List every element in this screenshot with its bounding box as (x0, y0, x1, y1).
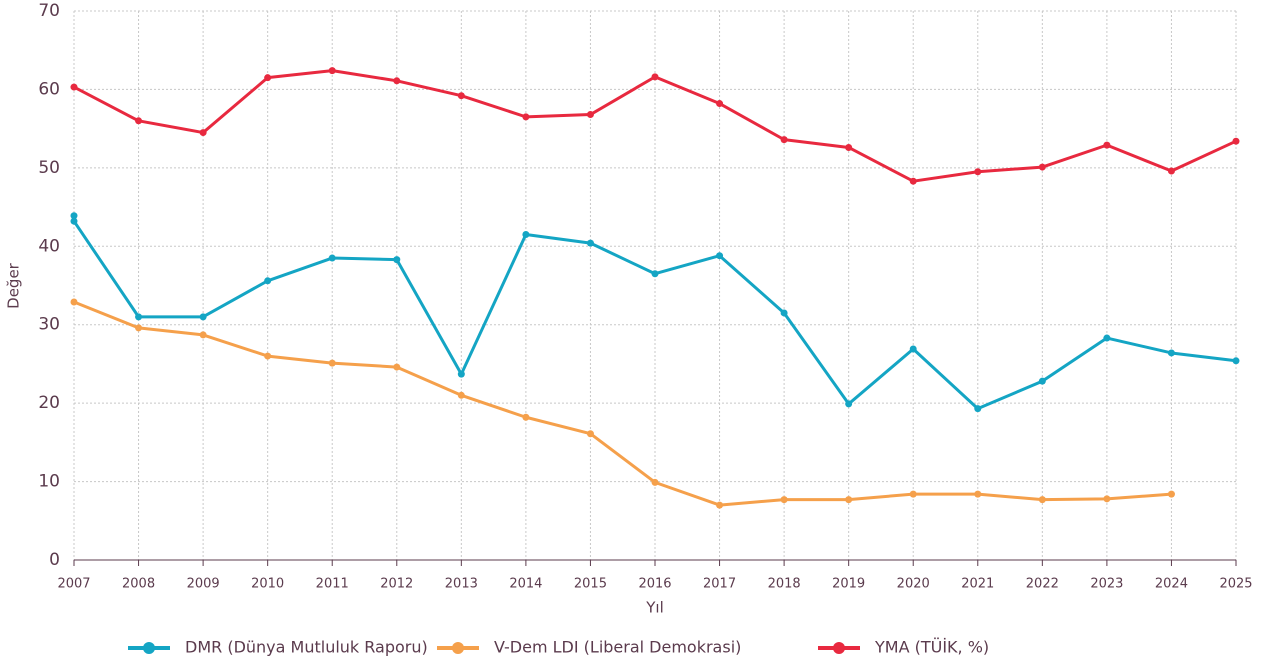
data-point (199, 331, 207, 339)
data-point (651, 478, 659, 486)
y-tick-label: 20 (38, 393, 60, 413)
data-point (780, 136, 788, 144)
x-tick-label: 2011 (316, 577, 349, 592)
data-point (974, 405, 982, 413)
data-point (70, 212, 78, 220)
data-point (1038, 496, 1046, 504)
legend-label: V-Dem LDI (Liberal Demokrasi) (494, 638, 741, 657)
x-tick-label: 2008 (122, 577, 155, 592)
x-tick-label: 2021 (961, 577, 994, 592)
data-point (522, 113, 530, 121)
x-tick-label: 2010 (251, 577, 284, 592)
data-point (328, 67, 336, 75)
y-tick-label: 60 (38, 79, 60, 99)
x-tick-label: 2014 (509, 577, 542, 592)
x-tick-label: 2009 (187, 577, 220, 592)
data-point (1232, 357, 1240, 365)
y-tick-label: 70 (38, 1, 60, 21)
data-point (716, 501, 724, 509)
data-point (651, 73, 659, 81)
data-point (586, 430, 594, 438)
x-tick-label: 2012 (380, 577, 413, 592)
x-tick-label: 2015 (574, 577, 607, 592)
data-point (70, 83, 78, 91)
data-point (780, 496, 788, 504)
data-point (909, 490, 917, 498)
data-point (716, 100, 724, 108)
data-point (780, 309, 788, 317)
data-point (70, 298, 78, 306)
data-point (1167, 167, 1175, 175)
x-tick-label: 2016 (638, 577, 671, 592)
x-tick-label: 2025 (1219, 577, 1252, 592)
data-point (1232, 137, 1240, 145)
y-tick-label: 10 (38, 472, 60, 492)
data-point (264, 74, 272, 82)
data-point (135, 313, 143, 321)
x-tick-label: 2020 (897, 577, 930, 592)
y-axis-label: Değer (5, 262, 23, 309)
data-point (264, 277, 272, 285)
x-tick-label: 2022 (1026, 577, 1059, 592)
legend-marker (452, 642, 464, 654)
data-point (1038, 163, 1046, 171)
data-point (586, 111, 594, 119)
data-point (1167, 490, 1175, 498)
data-point (845, 496, 853, 504)
data-point (909, 177, 917, 185)
data-point (845, 400, 853, 408)
data-point (522, 413, 530, 421)
y-tick-label: 30 (38, 315, 60, 335)
data-point (457, 391, 465, 399)
series-line (72, 215, 1237, 411)
data-point (70, 217, 78, 225)
data-point (586, 239, 594, 247)
legend-label: DMR (Dünya Mutluluk Raporu) (185, 638, 428, 657)
data-point (199, 129, 207, 137)
data-point (328, 254, 336, 262)
data-point (716, 252, 724, 260)
data-point (393, 77, 401, 85)
x-tick-label: 2017 (703, 577, 736, 592)
x-tick-label: 2023 (1090, 577, 1123, 592)
data-point (1103, 141, 1111, 149)
series-line (73, 300, 1172, 507)
data-point (264, 352, 272, 360)
x-axis-label: Yıl (645, 599, 664, 617)
data-point (328, 359, 336, 367)
legend-marker (833, 642, 845, 654)
data-point (974, 490, 982, 498)
x-tick-label: 2018 (768, 577, 801, 592)
data-point (135, 117, 143, 125)
data-point (393, 256, 401, 264)
data-point (522, 231, 530, 239)
x-tick-label: 2019 (832, 577, 865, 592)
x-tick-label: 2013 (445, 577, 478, 592)
legend-marker (143, 642, 155, 654)
data-point (845, 143, 853, 151)
data-point (1103, 334, 1111, 342)
data-point (199, 313, 207, 321)
data-point (135, 324, 143, 332)
y-tick-label: 0 (49, 550, 60, 570)
data-point (393, 363, 401, 371)
data-point (457, 370, 465, 378)
data-point (974, 168, 982, 176)
data-point (1038, 377, 1046, 385)
data-point (909, 345, 917, 353)
data-point (651, 270, 659, 278)
y-tick-label: 40 (38, 236, 60, 256)
legend-label: YMA (TÜİK, %) (874, 638, 989, 657)
data-point (1103, 495, 1111, 503)
data-point (457, 92, 465, 100)
y-tick-label: 50 (38, 158, 60, 178)
data-point (1167, 349, 1175, 357)
x-tick-label: 2007 (57, 577, 90, 592)
x-tick-label: 2024 (1155, 577, 1188, 592)
